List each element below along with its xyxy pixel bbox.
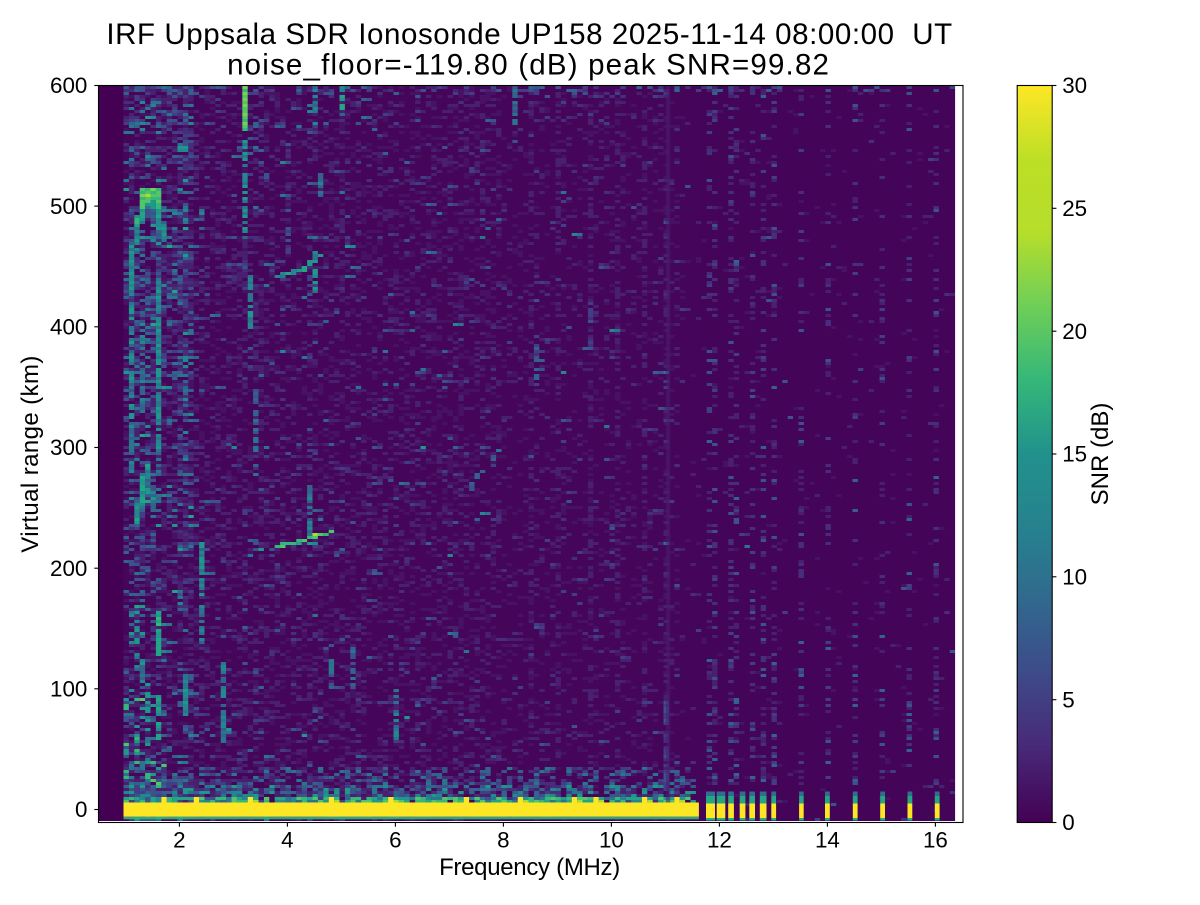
svg-text:Frequency (MHz): Frequency (MHz) xyxy=(439,854,620,881)
svg-text:10: 10 xyxy=(1062,565,1087,590)
svg-text:100: 100 xyxy=(50,677,87,702)
svg-text:6: 6 xyxy=(389,828,401,853)
svg-text:500: 500 xyxy=(50,194,87,219)
svg-text:5: 5 xyxy=(1062,687,1074,712)
svg-text:4: 4 xyxy=(281,828,293,853)
svg-text:25: 25 xyxy=(1062,196,1087,221)
svg-text:Virtual range (km): Virtual range (km) xyxy=(17,355,44,553)
svg-text:SNR (dB): SNR (dB) xyxy=(1087,403,1114,506)
svg-text:16: 16 xyxy=(923,828,948,853)
svg-text:15: 15 xyxy=(1062,442,1087,467)
svg-text:2: 2 xyxy=(173,828,185,853)
svg-text:14: 14 xyxy=(815,828,840,853)
svg-text:noise_floor=-119.80 (dB) peak: noise_floor=-119.80 (dB) peak SNR=99.82 xyxy=(227,49,830,82)
svg-text:8: 8 xyxy=(497,828,509,853)
svg-text:0: 0 xyxy=(1062,810,1074,835)
svg-text:400: 400 xyxy=(50,315,87,340)
svg-text:IRF Uppsala SDR Ionosonde UP15: IRF Uppsala SDR Ionosonde UP158 2025-11-… xyxy=(106,18,952,51)
svg-text:600: 600 xyxy=(50,73,87,98)
svg-text:200: 200 xyxy=(50,556,87,581)
svg-text:10: 10 xyxy=(599,828,624,853)
svg-text:30: 30 xyxy=(1062,73,1087,98)
svg-text:0: 0 xyxy=(75,797,87,822)
svg-text:300: 300 xyxy=(50,435,87,460)
svg-text:20: 20 xyxy=(1062,319,1087,344)
svg-text:12: 12 xyxy=(707,828,732,853)
